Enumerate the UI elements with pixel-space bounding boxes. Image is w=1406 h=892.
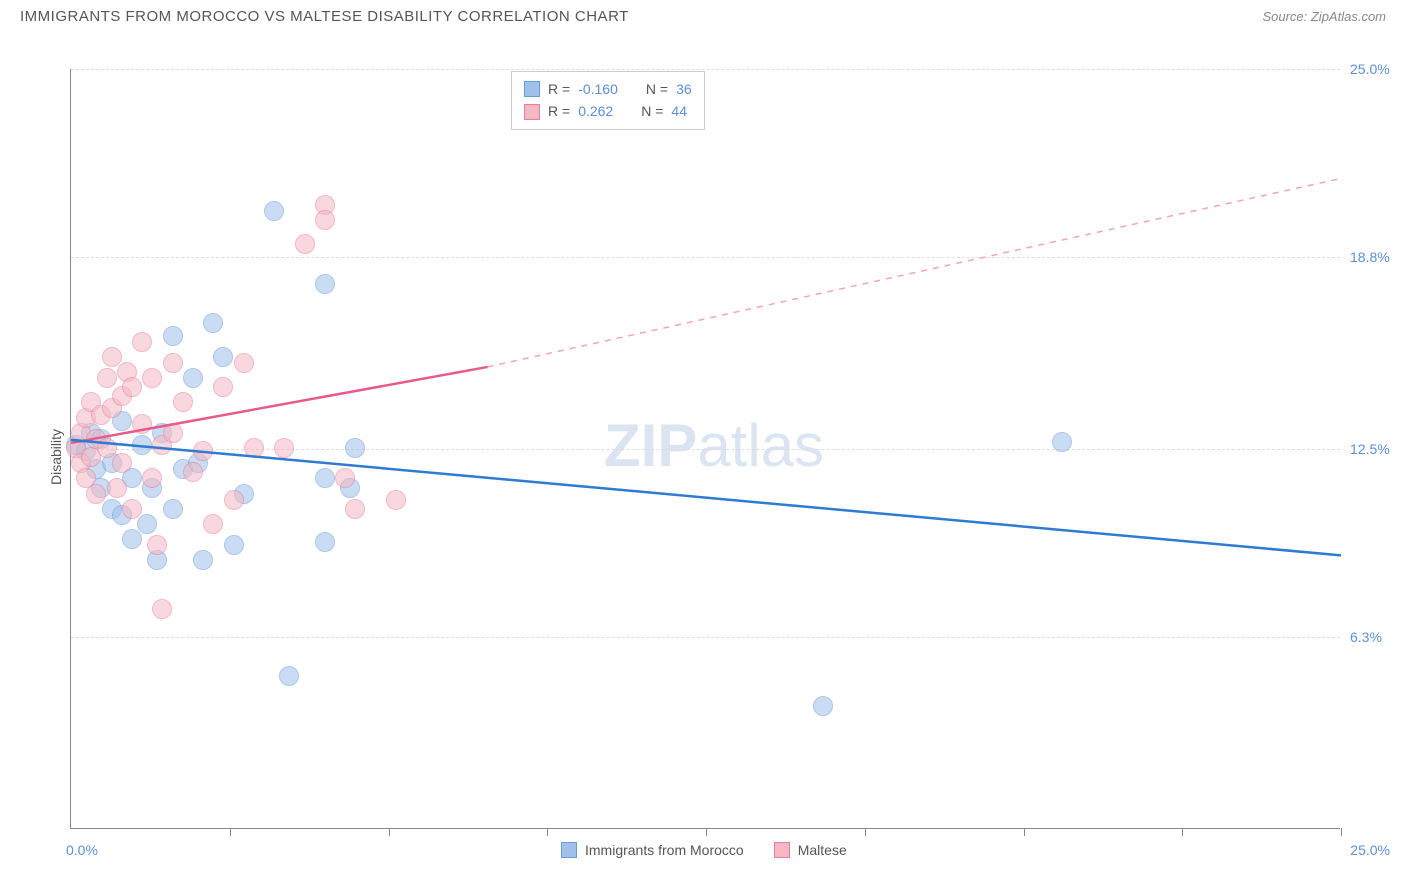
data-point (86, 484, 106, 504)
data-point (345, 438, 365, 458)
legend-swatch (774, 842, 790, 858)
xlabel-right: 25.0% (1350, 842, 1390, 858)
r-value: -0.160 (578, 78, 618, 100)
data-point (295, 234, 315, 254)
data-point (107, 478, 127, 498)
data-point (203, 514, 223, 534)
data-point (315, 210, 335, 230)
data-point (244, 438, 264, 458)
ytick-label: 12.5% (1350, 441, 1406, 457)
data-point (152, 599, 172, 619)
data-point (1052, 432, 1072, 452)
ytick-label: 18.8% (1350, 249, 1406, 265)
xlabel-left: 0.0% (66, 842, 98, 858)
data-point (147, 535, 167, 555)
data-point (213, 347, 233, 367)
data-point (224, 490, 244, 510)
data-point (112, 453, 132, 473)
xtick (230, 828, 231, 836)
legend-label: Maltese (798, 842, 847, 858)
gridline (71, 257, 1340, 258)
n-value: 44 (671, 100, 687, 122)
xtick (1182, 828, 1183, 836)
gridline (71, 637, 1340, 638)
data-point (163, 326, 183, 346)
plot-area: ZIPatlas 6.3%12.5%18.8%25.0%0.0%25.0%R =… (70, 69, 1340, 829)
data-point (122, 499, 142, 519)
data-point (315, 468, 335, 488)
xtick (865, 828, 866, 836)
data-point (193, 441, 213, 461)
data-point (163, 423, 183, 443)
data-point (315, 532, 335, 552)
r-label: R = (548, 78, 570, 100)
xtick (1024, 828, 1025, 836)
legend-swatch (524, 104, 540, 120)
data-point (279, 666, 299, 686)
data-point (224, 535, 244, 555)
legend-swatch (561, 842, 577, 858)
legend-item: Immigrants from Morocco (561, 842, 744, 858)
r-value: 0.262 (578, 100, 613, 122)
legend-label: Immigrants from Morocco (585, 842, 744, 858)
data-point (122, 529, 142, 549)
n-label: N = (641, 100, 663, 122)
r-label: R = (548, 100, 570, 122)
gridline (71, 69, 1340, 70)
data-point (97, 368, 117, 388)
data-point (173, 392, 193, 412)
data-point (264, 201, 284, 221)
data-point (102, 347, 122, 367)
data-point (142, 368, 162, 388)
data-point (193, 550, 213, 570)
data-point (213, 377, 233, 397)
data-point (122, 377, 142, 397)
n-label: N = (646, 78, 668, 100)
data-point (97, 438, 117, 458)
xtick (1341, 828, 1342, 836)
source-label: Source: ZipAtlas.com (1262, 9, 1386, 24)
data-point (274, 438, 294, 458)
xtick (547, 828, 548, 836)
data-point (137, 514, 157, 534)
legend-item: Maltese (774, 842, 847, 858)
data-point (183, 462, 203, 482)
data-point (315, 274, 335, 294)
data-point (345, 499, 365, 519)
ytick-label: 6.3% (1350, 629, 1406, 645)
correlation-legend: R = -0.160 N = 36 R = 0.262 N = 44 (511, 71, 705, 130)
yaxis-title: Disability (48, 429, 64, 485)
data-point (335, 468, 355, 488)
data-point (132, 332, 152, 352)
data-point (234, 353, 254, 373)
xtick (389, 828, 390, 836)
n-value: 36 (676, 78, 692, 100)
data-point (386, 490, 406, 510)
legend-row: R = 0.262 N = 44 (524, 100, 692, 122)
legend-row: R = -0.160 N = 36 (524, 78, 692, 100)
data-point (813, 696, 833, 716)
ytick-label: 25.0% (1350, 61, 1406, 77)
data-point (132, 435, 152, 455)
data-point (183, 368, 203, 388)
watermark: ZIPatlas (604, 411, 824, 480)
data-point (142, 468, 162, 488)
data-point (203, 313, 223, 333)
data-point (163, 499, 183, 519)
legend-swatch (524, 81, 540, 97)
chart-title: IMMIGRANTS FROM MOROCCO VS MALTESE DISAB… (20, 8, 629, 25)
xtick (706, 828, 707, 836)
data-point (132, 414, 152, 434)
series-legend: Immigrants from Morocco Maltese (561, 842, 847, 858)
data-point (163, 353, 183, 373)
